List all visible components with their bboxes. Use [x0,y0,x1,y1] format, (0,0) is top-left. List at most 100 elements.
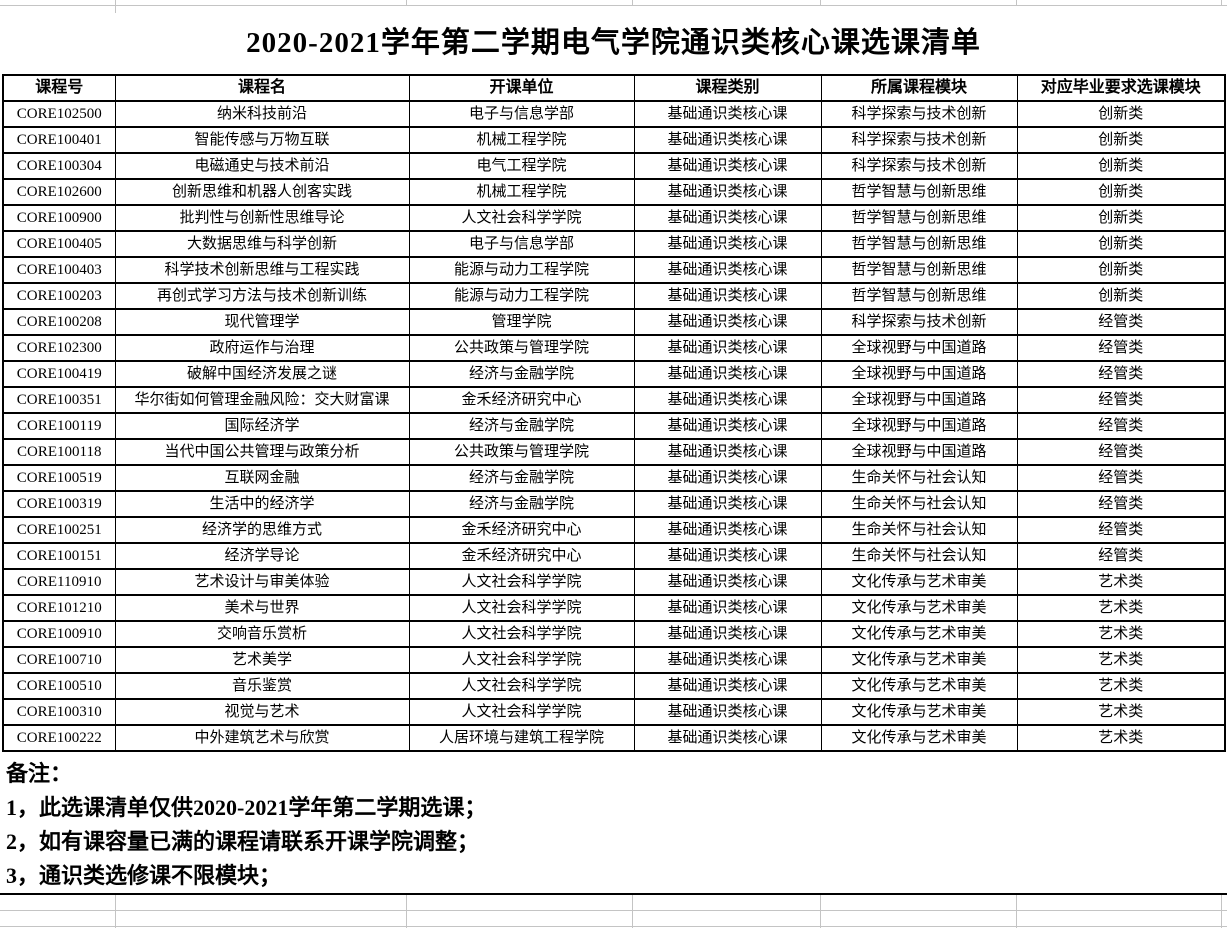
table-cell[interactable]: 经济与金融学院 [408,360,635,388]
table-cell[interactable]: 艺术类 [1016,620,1226,648]
table-cell[interactable]: 大数据思维与科学创新 [114,230,410,258]
table-cell[interactable]: CORE100900 [2,204,116,232]
table-cell[interactable]: 基础通识类核心课 [633,152,822,180]
table-cell[interactable]: 交响音乐赏析 [114,620,410,648]
table-cell[interactable]: 哲学智慧与创新思维 [820,256,1018,284]
table-cell[interactable]: 国际经济学 [114,412,410,440]
table-cell[interactable]: 人文社会科学学院 [408,568,635,596]
table-cell[interactable]: 创新思维和机器人创客实践 [114,178,410,206]
table-cell[interactable]: 创新类 [1016,152,1226,180]
table-cell[interactable]: CORE102300 [2,334,116,362]
table-cell[interactable]: 哲学智慧与创新思维 [820,178,1018,206]
table-cell[interactable]: 批判性与创新性思维导论 [114,204,410,232]
column-header[interactable]: 课程类别 [633,74,822,102]
table-cell[interactable]: 经管类 [1016,360,1226,388]
table-cell[interactable]: CORE100222 [2,724,116,752]
table-cell[interactable]: 人文社会科学学院 [408,646,635,674]
table-cell[interactable]: 科学技术创新思维与工程实践 [114,256,410,284]
table-cell[interactable]: 文化传承与艺术审美 [820,672,1018,700]
table-cell[interactable]: 电子与信息学部 [408,230,635,258]
table-cell[interactable]: 艺术类 [1016,646,1226,674]
table-cell[interactable]: 电磁通史与技术前沿 [114,152,410,180]
column-header[interactable]: 开课单位 [408,74,635,102]
table-cell[interactable]: 基础通识类核心课 [633,100,822,128]
table-cell[interactable]: CORE100351 [2,386,116,414]
table-cell[interactable]: 全球视野与中国道路 [820,438,1018,466]
table-cell[interactable]: CORE100151 [2,542,116,570]
table-cell[interactable]: 政府运作与治理 [114,334,410,362]
table-cell[interactable]: 科学探索与技术创新 [820,100,1018,128]
table-cell[interactable]: 经济与金融学院 [408,412,635,440]
table-cell[interactable]: 基础通识类核心课 [633,412,822,440]
table-cell[interactable]: CORE100401 [2,126,116,154]
table-cell[interactable]: 全球视野与中国道路 [820,412,1018,440]
table-cell[interactable]: 艺术设计与审美体验 [114,568,410,596]
table-cell[interactable]: 基础通识类核心课 [633,698,822,726]
table-cell[interactable]: 艺术类 [1016,724,1226,752]
table-cell[interactable]: 文化传承与艺术审美 [820,646,1018,674]
table-cell[interactable]: 现代管理学 [114,308,410,336]
table-cell[interactable]: 能源与动力工程学院 [408,256,635,284]
table-cell[interactable]: 文化传承与艺术审美 [820,568,1018,596]
table-cell[interactable]: 全球视野与中国道路 [820,386,1018,414]
table-cell[interactable]: 创新类 [1016,256,1226,284]
table-cell[interactable]: 艺术类 [1016,672,1226,700]
table-cell[interactable]: 管理学院 [408,308,635,336]
table-cell[interactable]: CORE102500 [2,100,116,128]
table-cell[interactable]: 创新类 [1016,204,1226,232]
table-cell[interactable]: 基础通识类核心课 [633,620,822,648]
table-cell[interactable]: 经管类 [1016,438,1226,466]
table-cell[interactable]: 破解中国经济发展之谜 [114,360,410,388]
table-cell[interactable]: 全球视野与中国道路 [820,360,1018,388]
table-cell[interactable]: 基础通识类核心课 [633,256,822,284]
table-cell[interactable]: 人文社会科学学院 [408,672,635,700]
table-cell[interactable]: 机械工程学院 [408,178,635,206]
table-cell[interactable]: 视觉与艺术 [114,698,410,726]
table-cell[interactable]: 基础通识类核心课 [633,438,822,466]
table-cell[interactable]: CORE100910 [2,620,116,648]
table-cell[interactable]: 人文社会科学学院 [408,204,635,232]
table-cell[interactable]: 创新类 [1016,126,1226,154]
table-cell[interactable]: 基础通识类核心课 [633,126,822,154]
table-cell[interactable]: 金禾经济研究中心 [408,516,635,544]
table-cell[interactable]: 经管类 [1016,334,1226,362]
table-cell[interactable]: 文化传承与艺术审美 [820,724,1018,752]
table-cell[interactable]: 能源与动力工程学院 [408,282,635,310]
table-cell[interactable]: CORE100403 [2,256,116,284]
table-cell[interactable]: 科学探索与技术创新 [820,152,1018,180]
table-cell[interactable]: 哲学智慧与创新思维 [820,230,1018,258]
table-cell[interactable]: 经济学的思维方式 [114,516,410,544]
table-cell[interactable]: 经管类 [1016,490,1226,518]
table-cell[interactable]: 人文社会科学学院 [408,698,635,726]
table-cell[interactable]: 基础通识类核心课 [633,542,822,570]
table-cell[interactable]: 再创式学习方法与技术创新训练 [114,282,410,310]
table-cell[interactable]: CORE101210 [2,594,116,622]
table-cell[interactable]: 经管类 [1016,542,1226,570]
table-cell[interactable]: 人居环境与建筑工程学院 [408,724,635,752]
table-cell[interactable]: CORE100405 [2,230,116,258]
table-cell[interactable]: 艺术类 [1016,698,1226,726]
table-cell[interactable]: 华尔街如何管理金融风险：交大财富课 [114,386,410,414]
table-cell[interactable]: CORE100304 [2,152,116,180]
table-cell[interactable]: 科学探索与技术创新 [820,126,1018,154]
table-cell[interactable]: 经济与金融学院 [408,490,635,518]
column-header[interactable]: 课程号 [2,74,116,102]
table-cell[interactable]: 基础通识类核心课 [633,646,822,674]
table-cell[interactable]: CORE100118 [2,438,116,466]
column-header[interactable]: 课程名 [114,74,410,102]
table-cell[interactable]: 基础通识类核心课 [633,568,822,596]
table-cell[interactable]: 纳米科技前沿 [114,100,410,128]
table-cell[interactable]: 经管类 [1016,516,1226,544]
table-cell[interactable]: 艺术美学 [114,646,410,674]
table-cell[interactable]: 当代中国公共管理与政策分析 [114,438,410,466]
table-cell[interactable]: 生命关怀与社会认知 [820,464,1018,492]
table-cell[interactable]: 基础通识类核心课 [633,282,822,310]
table-cell[interactable]: 经管类 [1016,386,1226,414]
table-cell[interactable]: 艺术类 [1016,594,1226,622]
table-cell[interactable]: CORE100419 [2,360,116,388]
table-cell[interactable]: 基础通识类核心课 [633,464,822,492]
table-cell[interactable]: 公共政策与管理学院 [408,334,635,362]
table-cell[interactable]: 基础通识类核心课 [633,230,822,258]
table-cell[interactable]: 生命关怀与社会认知 [820,490,1018,518]
table-cell[interactable]: 基础通识类核心课 [633,334,822,362]
